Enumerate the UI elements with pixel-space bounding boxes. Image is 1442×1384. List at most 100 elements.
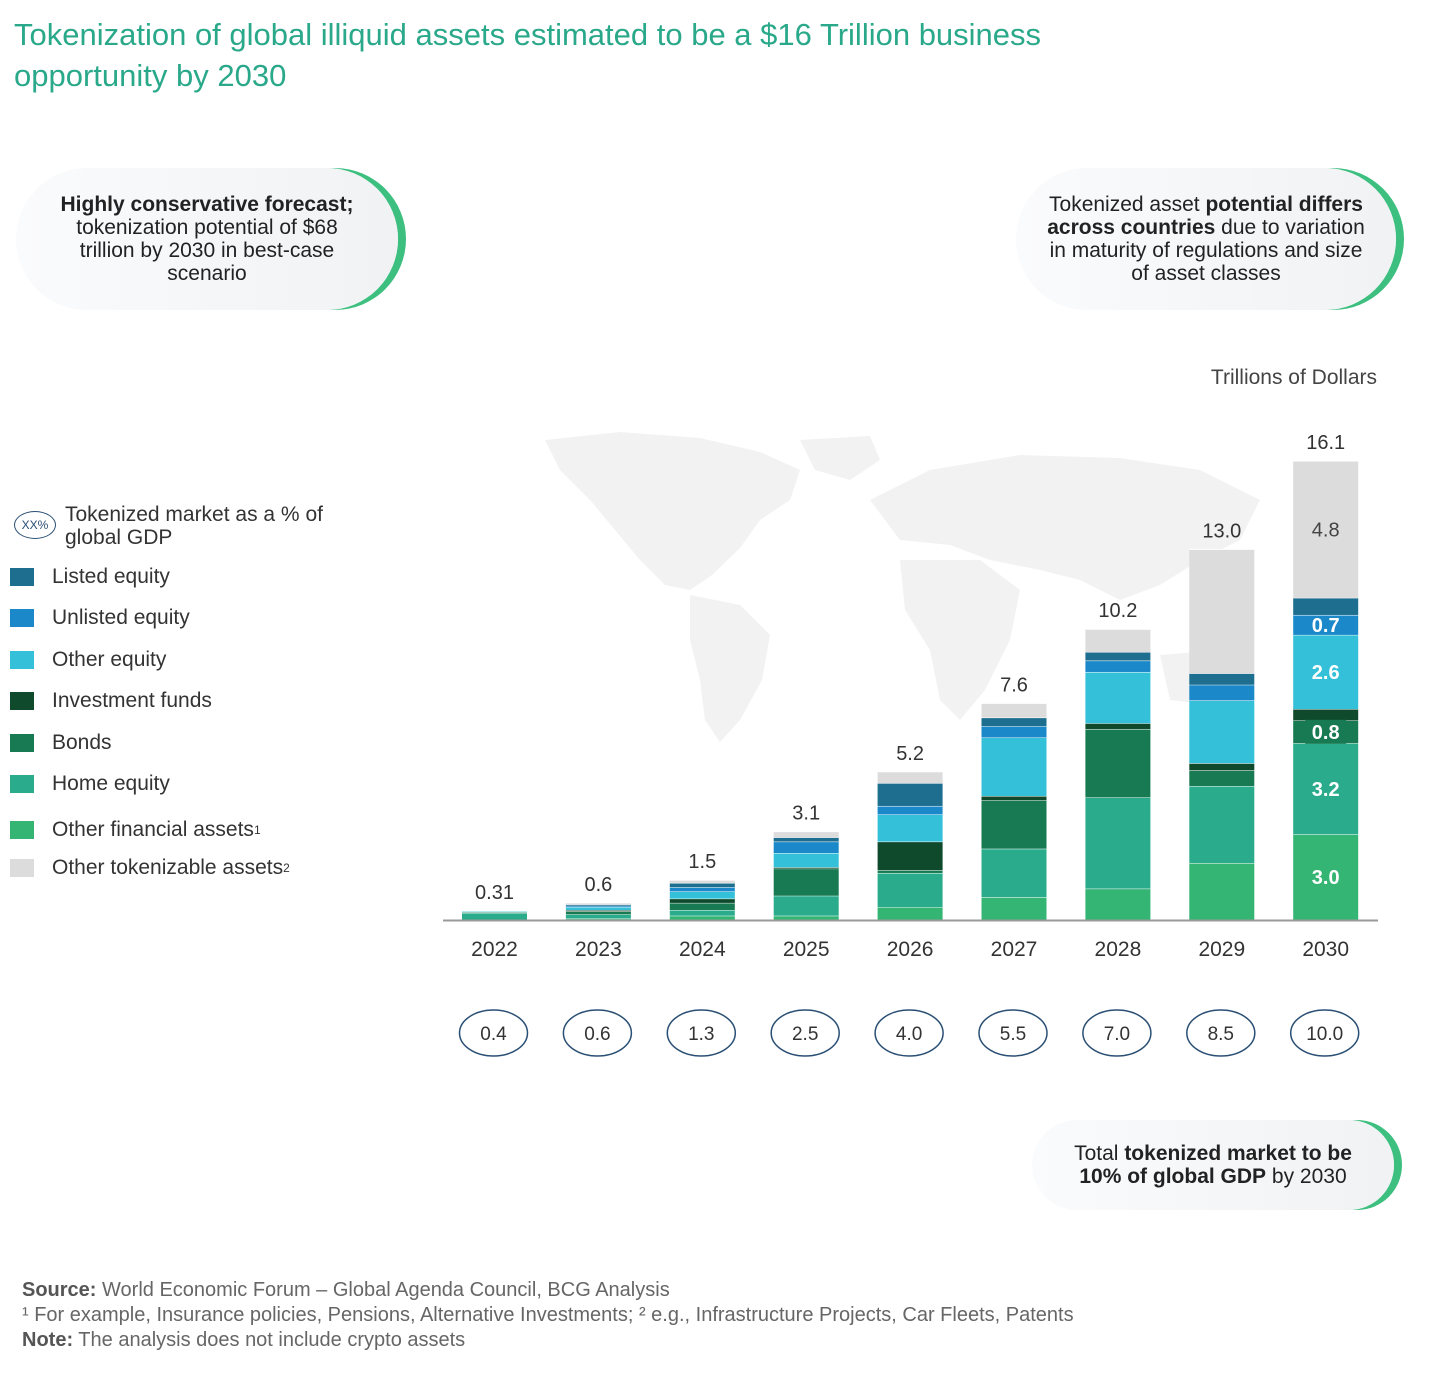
segment-value-label: 4.8: [1312, 519, 1340, 541]
segment-value-label: 0.7: [1312, 615, 1340, 637]
legend-label: Other equity: [52, 648, 167, 671]
bar-segment: [1085, 660, 1151, 672]
bar-segment: [565, 904, 631, 906]
gdp-percent-label: 10.0: [1306, 1024, 1343, 1045]
bar-segment: [981, 848, 1047, 898]
legend-swatch: [10, 859, 34, 877]
gdp-percent-label: 8.5: [1208, 1024, 1234, 1045]
legend-swatch: [10, 821, 34, 839]
africa-shape: [900, 560, 1020, 720]
bar-segment: [1189, 786, 1255, 863]
gdp-percent-bubble: [1289, 1009, 1360, 1057]
bar-segment: [773, 868, 839, 896]
bar-segment: [773, 853, 839, 868]
x-tick-label: 2022: [471, 938, 518, 961]
x-tick-label: 2028: [1095, 938, 1142, 961]
gdp-percent-label: 4.0: [896, 1024, 922, 1045]
bar-total-label: 16.1: [1306, 432, 1345, 454]
bar-segment: [877, 907, 943, 920]
x-tick-label: 2024: [679, 938, 726, 961]
legend-swatch: [10, 568, 34, 586]
gdp-percent-bubble: [770, 1009, 840, 1057]
bar-segment: [1085, 728, 1151, 798]
bar-total-label: 5.2: [896, 743, 924, 765]
bar-segment: [1293, 709, 1359, 721]
gdp-percent-label: 1.3: [688, 1024, 714, 1045]
source-text: World Economic Forum – Global Agenda Cou…: [96, 1279, 670, 1301]
bar-segment: [877, 870, 943, 873]
bar-segment: [1293, 597, 1359, 615]
bar-segment: [773, 837, 839, 842]
bar-segment: [1293, 743, 1359, 835]
bar-segment: [565, 918, 631, 920]
bar-segment: [877, 814, 943, 842]
bar-segment: [669, 882, 735, 888]
callout-bottom-text2: by 2030: [1266, 1165, 1347, 1188]
gdp-percent-bubble: [1186, 1009, 1256, 1057]
legend-label: Home equity: [52, 772, 170, 795]
bar-segment: [773, 895, 839, 916]
bar-segment: [1189, 684, 1255, 701]
legend-swatch: [10, 651, 34, 669]
page-title: Tokenization of global illiquid assets e…: [14, 17, 1042, 93]
bar-segment: [1085, 797, 1151, 889]
callout-right-bold: potential differs across countries: [1047, 193, 1363, 239]
bar-segment: [565, 911, 631, 915]
bar-segment: [1189, 673, 1255, 685]
legend-item: Other financial assets 1: [10, 818, 261, 842]
x-tick-label: 2023: [575, 938, 622, 961]
bar-segment: [669, 915, 735, 920]
gdp-percent-bubble: [458, 1009, 529, 1057]
segment-label-bg: [1305, 719, 1347, 744]
bar-segment: [1189, 763, 1255, 771]
legend-item: Investment funds: [10, 689, 212, 713]
gdp-percent-bubble: [666, 1009, 737, 1057]
bar-total-label: 3.1: [792, 803, 820, 825]
bar-segment: [669, 902, 735, 911]
callout-country-differences: Tokenized asset potential differs across…: [1016, 168, 1396, 310]
legend-swatch: [10, 609, 34, 627]
gdp-percent-label: 7.0: [1104, 1024, 1130, 1045]
bar-segment: [1085, 671, 1151, 724]
bar-segment: [773, 915, 839, 920]
note-label: Note:: [22, 1329, 74, 1351]
bar-segment: [1085, 652, 1151, 661]
legend-footnote-marker: 2: [283, 861, 290, 875]
footnotes: ¹ For example, Insurance policies, Pensi…: [22, 1304, 1074, 1326]
source-footer: Source: World Economic Forum – Global Ag…: [22, 1278, 1074, 1353]
callout-left-bold: Highly conservative forecast;: [60, 193, 354, 216]
bar-segment: [877, 771, 943, 784]
legend-label: Investment funds: [52, 689, 212, 712]
bar-segment: [1293, 614, 1359, 635]
legend-label: Other tokenizable assets: [52, 856, 284, 879]
x-tick-label: 2030: [1302, 938, 1349, 961]
gdp-percent-label: 5.5: [1000, 1024, 1026, 1045]
segment-value-label: 0.8: [1312, 722, 1340, 744]
gdp-percent-bubble: [562, 1009, 633, 1057]
bar-segment: [773, 867, 839, 869]
bar-total-label: 1.5: [688, 851, 716, 873]
legend-footnote-marker: 1: [253, 823, 261, 837]
legend-item: Other equity: [10, 648, 166, 672]
source-label: Source:: [22, 1279, 97, 1301]
bars-layer: [462, 460, 1359, 920]
bar-segment: [773, 841, 839, 854]
bar-total-label: 7.6: [1000, 674, 1028, 696]
world-map-background: [545, 432, 1260, 742]
legend-item: Home equity: [10, 772, 170, 796]
callout-conservative-forecast: Highly conservative forecast; tokenizati…: [16, 168, 398, 310]
bar-segment: [981, 726, 1047, 738]
x-tick-label: 2029: [1198, 938, 1245, 961]
legend-item: Other tokenizable assets 2: [10, 856, 290, 880]
legend-gdp-marker: XX%: [14, 511, 56, 539]
bar-segment: [877, 805, 943, 815]
x-tick-label: 2026: [887, 938, 934, 961]
europe-asia-shape: [870, 455, 1260, 600]
legend-label: Other financial assets: [52, 818, 254, 841]
callout-right-text2: due to variation in maturity of regulati…: [1049, 216, 1365, 285]
bar-segment: [565, 907, 631, 911]
segment-value-label: 3.0: [1312, 867, 1340, 889]
legend-swatch: [10, 734, 34, 752]
bar-segment: [981, 795, 1047, 801]
bar-segment: [981, 717, 1047, 727]
